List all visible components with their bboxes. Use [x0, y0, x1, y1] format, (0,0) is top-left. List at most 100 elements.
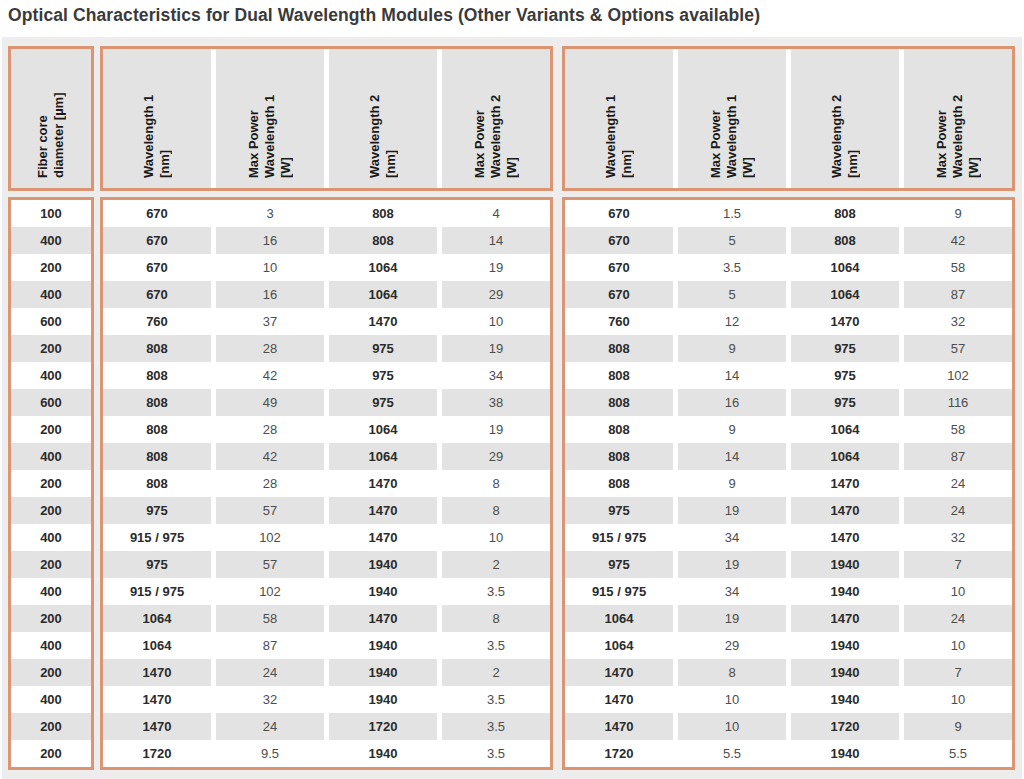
max-power-value: 16: [678, 389, 786, 416]
wavelength-value: 808: [791, 227, 899, 254]
wavelength-value: 1470: [103, 686, 211, 713]
fiber-diameter-cell: 200: [11, 470, 91, 497]
table-row: 147010194010: [565, 686, 1012, 713]
wavelength-value: 670: [565, 200, 673, 227]
max-power-value: 29: [442, 443, 550, 470]
header-label: Wavelength 1 [nm]: [603, 49, 635, 188]
wavelength-value: 975: [565, 551, 673, 578]
table-row: 67016106429: [103, 281, 550, 308]
wavelength-value: 1064: [791, 254, 899, 281]
wavelength-value: 1470: [565, 659, 673, 686]
max-power-value: 19: [442, 254, 550, 281]
max-power-value: 10: [442, 524, 550, 551]
table-row: 915 / 97510219403.5: [103, 578, 550, 605]
max-power-value: 5.5: [678, 740, 786, 767]
wavelength-value: 1720: [329, 713, 437, 740]
wavelength-value: 1940: [791, 578, 899, 605]
max-power-value: 32: [904, 308, 1012, 335]
table-row: 14702419402: [103, 659, 550, 686]
table-row: 8082897519: [103, 335, 550, 362]
wavelength-value: 670: [103, 281, 211, 308]
wavelength-value: 1720: [565, 740, 673, 767]
wavelength-value: 670: [565, 281, 673, 308]
max-power-value: 10: [904, 686, 1012, 713]
max-power-value: 9: [904, 713, 1012, 740]
max-power-value: 14: [678, 443, 786, 470]
max-power-value: 58: [216, 605, 324, 632]
header-label: Wavelength 2 [nm]: [829, 49, 861, 188]
table-row: 6701680814: [103, 227, 550, 254]
wavelength-value: 1470: [103, 713, 211, 740]
wavelength-value: 1940: [791, 686, 899, 713]
max-power-value: 32: [904, 524, 1012, 551]
table-row: 14701017209: [565, 713, 1012, 740]
wavelength-value: 915 / 975: [103, 578, 211, 605]
table-row: 6705106487: [565, 281, 1012, 308]
wavelength-value: 1064: [329, 443, 437, 470]
fiber-diameter-cell: 100: [11, 200, 91, 227]
header-max-power-wavelength-2: Max Power Wavelength 2 [W]: [904, 49, 1012, 188]
max-power-value: 12: [678, 308, 786, 335]
fiber-diameter-cell: 400: [11, 227, 91, 254]
max-power-value: 58: [904, 254, 1012, 281]
header-wavelength-2: Wavelength 2 [nm]: [791, 49, 899, 188]
wavelength-value: 1470: [329, 605, 437, 632]
wavelength-value: 808: [791, 200, 899, 227]
wavelength-value: 1064: [565, 605, 673, 632]
max-power-value: 87: [904, 443, 1012, 470]
max-power-value: 10: [216, 254, 324, 281]
table-row: 67038084: [103, 200, 550, 227]
max-power-value: 102: [216, 524, 324, 551]
max-power-value: 16: [216, 281, 324, 308]
wavelength-value: 1470: [565, 713, 673, 740]
header-label: Wavelength 2 [nm]: [367, 49, 399, 188]
header-wavelength-1: Wavelength 1 [nm]: [103, 49, 211, 188]
max-power-value: 1.5: [678, 200, 786, 227]
wavelength-value: 670: [565, 254, 673, 281]
wavelength-value: 975: [329, 335, 437, 362]
table-row: 915 / 975102147010: [103, 524, 550, 551]
wavelength-value: 1470: [329, 524, 437, 551]
max-power-value: 24: [216, 659, 324, 686]
table-row: 6701.58089: [565, 200, 1012, 227]
header-label: Max Power Wavelength 1 [W]: [246, 49, 294, 188]
max-power-value: 7: [904, 659, 1012, 686]
wavelength-value: 1064: [329, 416, 437, 443]
table-row: 14703219403.5: [103, 686, 550, 713]
max-power-value: 3.5: [442, 740, 550, 767]
max-power-value: 4: [442, 200, 550, 227]
table-row: 8084297534: [103, 362, 550, 389]
wavelength-value: 975: [791, 389, 899, 416]
max-power-value: 3.5: [678, 254, 786, 281]
max-power-value: 2: [442, 551, 550, 578]
wavelength-value: 975: [565, 497, 673, 524]
table-body-row: 1004002004006002004006002004002002004002…: [8, 197, 1015, 770]
wavelength-value: 808: [565, 362, 673, 389]
max-power-value: 49: [216, 389, 324, 416]
wavelength-value: 808: [329, 200, 437, 227]
table-row: 80814106487: [565, 443, 1012, 470]
max-power-value: 7: [904, 551, 1012, 578]
max-power-value: 10: [442, 308, 550, 335]
fiber-diameter-cell: 200: [11, 497, 91, 524]
max-power-value: 3.5: [442, 686, 550, 713]
header-label: Max Power Wavelength 1 [W]: [708, 49, 756, 188]
max-power-value: 3.5: [442, 578, 550, 605]
max-power-value: 5: [678, 227, 786, 254]
header-label-fiber-core: Fiber core diameter [µm]: [35, 49, 67, 188]
table-row: 80816975116: [565, 389, 1012, 416]
table-row: 8082814708: [103, 470, 550, 497]
max-power-value: 57: [216, 497, 324, 524]
header-max-power-wavelength-2: Max Power Wavelength 2 [W]: [442, 49, 550, 188]
max-power-value: 2: [442, 659, 550, 686]
wavelength-value: 808: [103, 335, 211, 362]
wavelength-value: 1064: [103, 605, 211, 632]
table-row: 80842106429: [103, 443, 550, 470]
max-power-value: 34: [678, 578, 786, 605]
fiber-diameter-cell: 400: [11, 686, 91, 713]
max-power-value: 57: [216, 551, 324, 578]
max-power-value: 3: [216, 200, 324, 227]
max-power-value: 37: [216, 308, 324, 335]
table-row: 9755714708: [103, 497, 550, 524]
table-row: 808997557: [565, 335, 1012, 362]
